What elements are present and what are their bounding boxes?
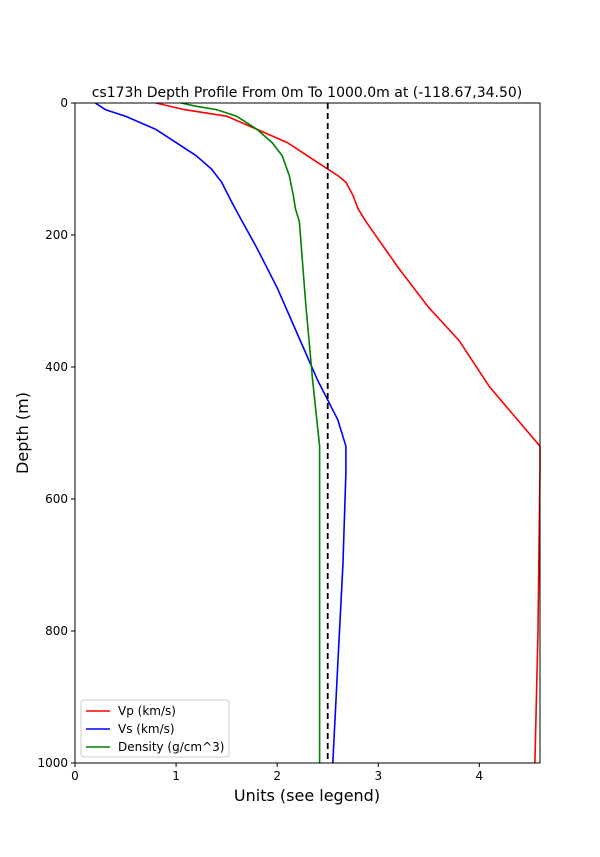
x-tick-label: 1 xyxy=(172,769,180,783)
series-line-3 xyxy=(180,102,321,763)
legend-label-1: Vp (km/s) xyxy=(118,704,176,718)
series-line-2 xyxy=(94,102,347,764)
y-tick-label: 1000 xyxy=(37,756,68,770)
y-tick-label: 400 xyxy=(45,360,68,374)
y-tick-label: 200 xyxy=(45,228,68,242)
y-tick-label: 0 xyxy=(60,96,68,110)
legend-label-2: Vs (km/s) xyxy=(118,722,175,736)
legend-box xyxy=(80,699,230,758)
x-tick-label: 2 xyxy=(273,769,281,783)
x-axis-label: Units (see legend) xyxy=(234,786,380,805)
plot-frame xyxy=(74,102,541,764)
legend: Vp (km/s) Vs (km/s) Density (g/cm^3) xyxy=(80,699,230,758)
chart-title: cs173h Depth Profile From 0m To 1000.0m … xyxy=(92,85,523,101)
x-tick-label: 4 xyxy=(476,769,484,783)
y-tick-label: 800 xyxy=(45,624,68,638)
y-axis-label: Depth (m) xyxy=(13,392,32,474)
x-tick-label: 0 xyxy=(71,769,79,783)
legend-label-3: Density (g/cm^3) xyxy=(118,740,224,754)
series-line-1 xyxy=(155,102,541,764)
x-tick-label: 3 xyxy=(374,769,382,783)
y-tick-label: 600 xyxy=(45,492,68,506)
